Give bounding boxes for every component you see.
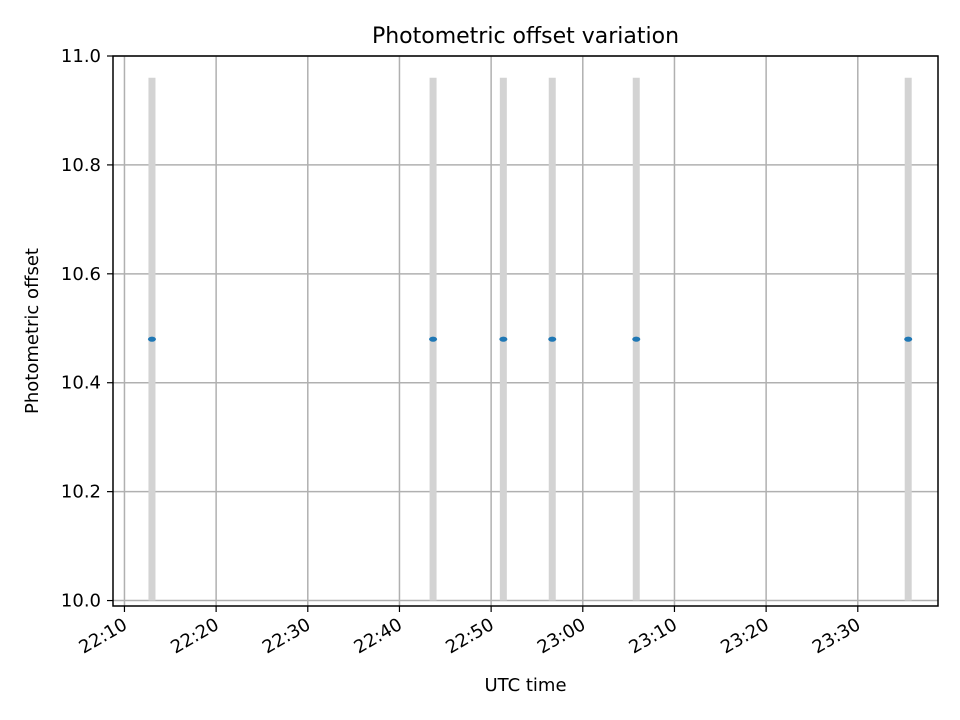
y-axis-label: Photometric offset <box>22 248 43 414</box>
x-axis-label: UTC time <box>484 675 566 696</box>
data-point <box>548 336 557 342</box>
y-tick-label: 11.0 <box>61 46 101 67</box>
data-point <box>632 336 641 342</box>
data-point <box>499 336 508 342</box>
y-tick-label: 10.0 <box>61 591 101 612</box>
y-tick-label: 10.6 <box>61 264 101 285</box>
data-point <box>147 336 156 342</box>
y-tick-label: 10.4 <box>61 373 101 394</box>
data-point <box>429 336 438 342</box>
plot-frame <box>112 55 939 607</box>
data-points <box>147 336 913 342</box>
grid-lines <box>113 55 938 606</box>
y-axis-ticks: 10.0 10.2 10.4 10.6 10.8 11.0 <box>61 46 113 612</box>
y-tick-label: 10.8 <box>61 155 101 176</box>
data-point <box>904 336 913 342</box>
y-tick-label: 10.2 <box>61 482 101 503</box>
chart-title: Photometric offset variation <box>372 24 679 49</box>
